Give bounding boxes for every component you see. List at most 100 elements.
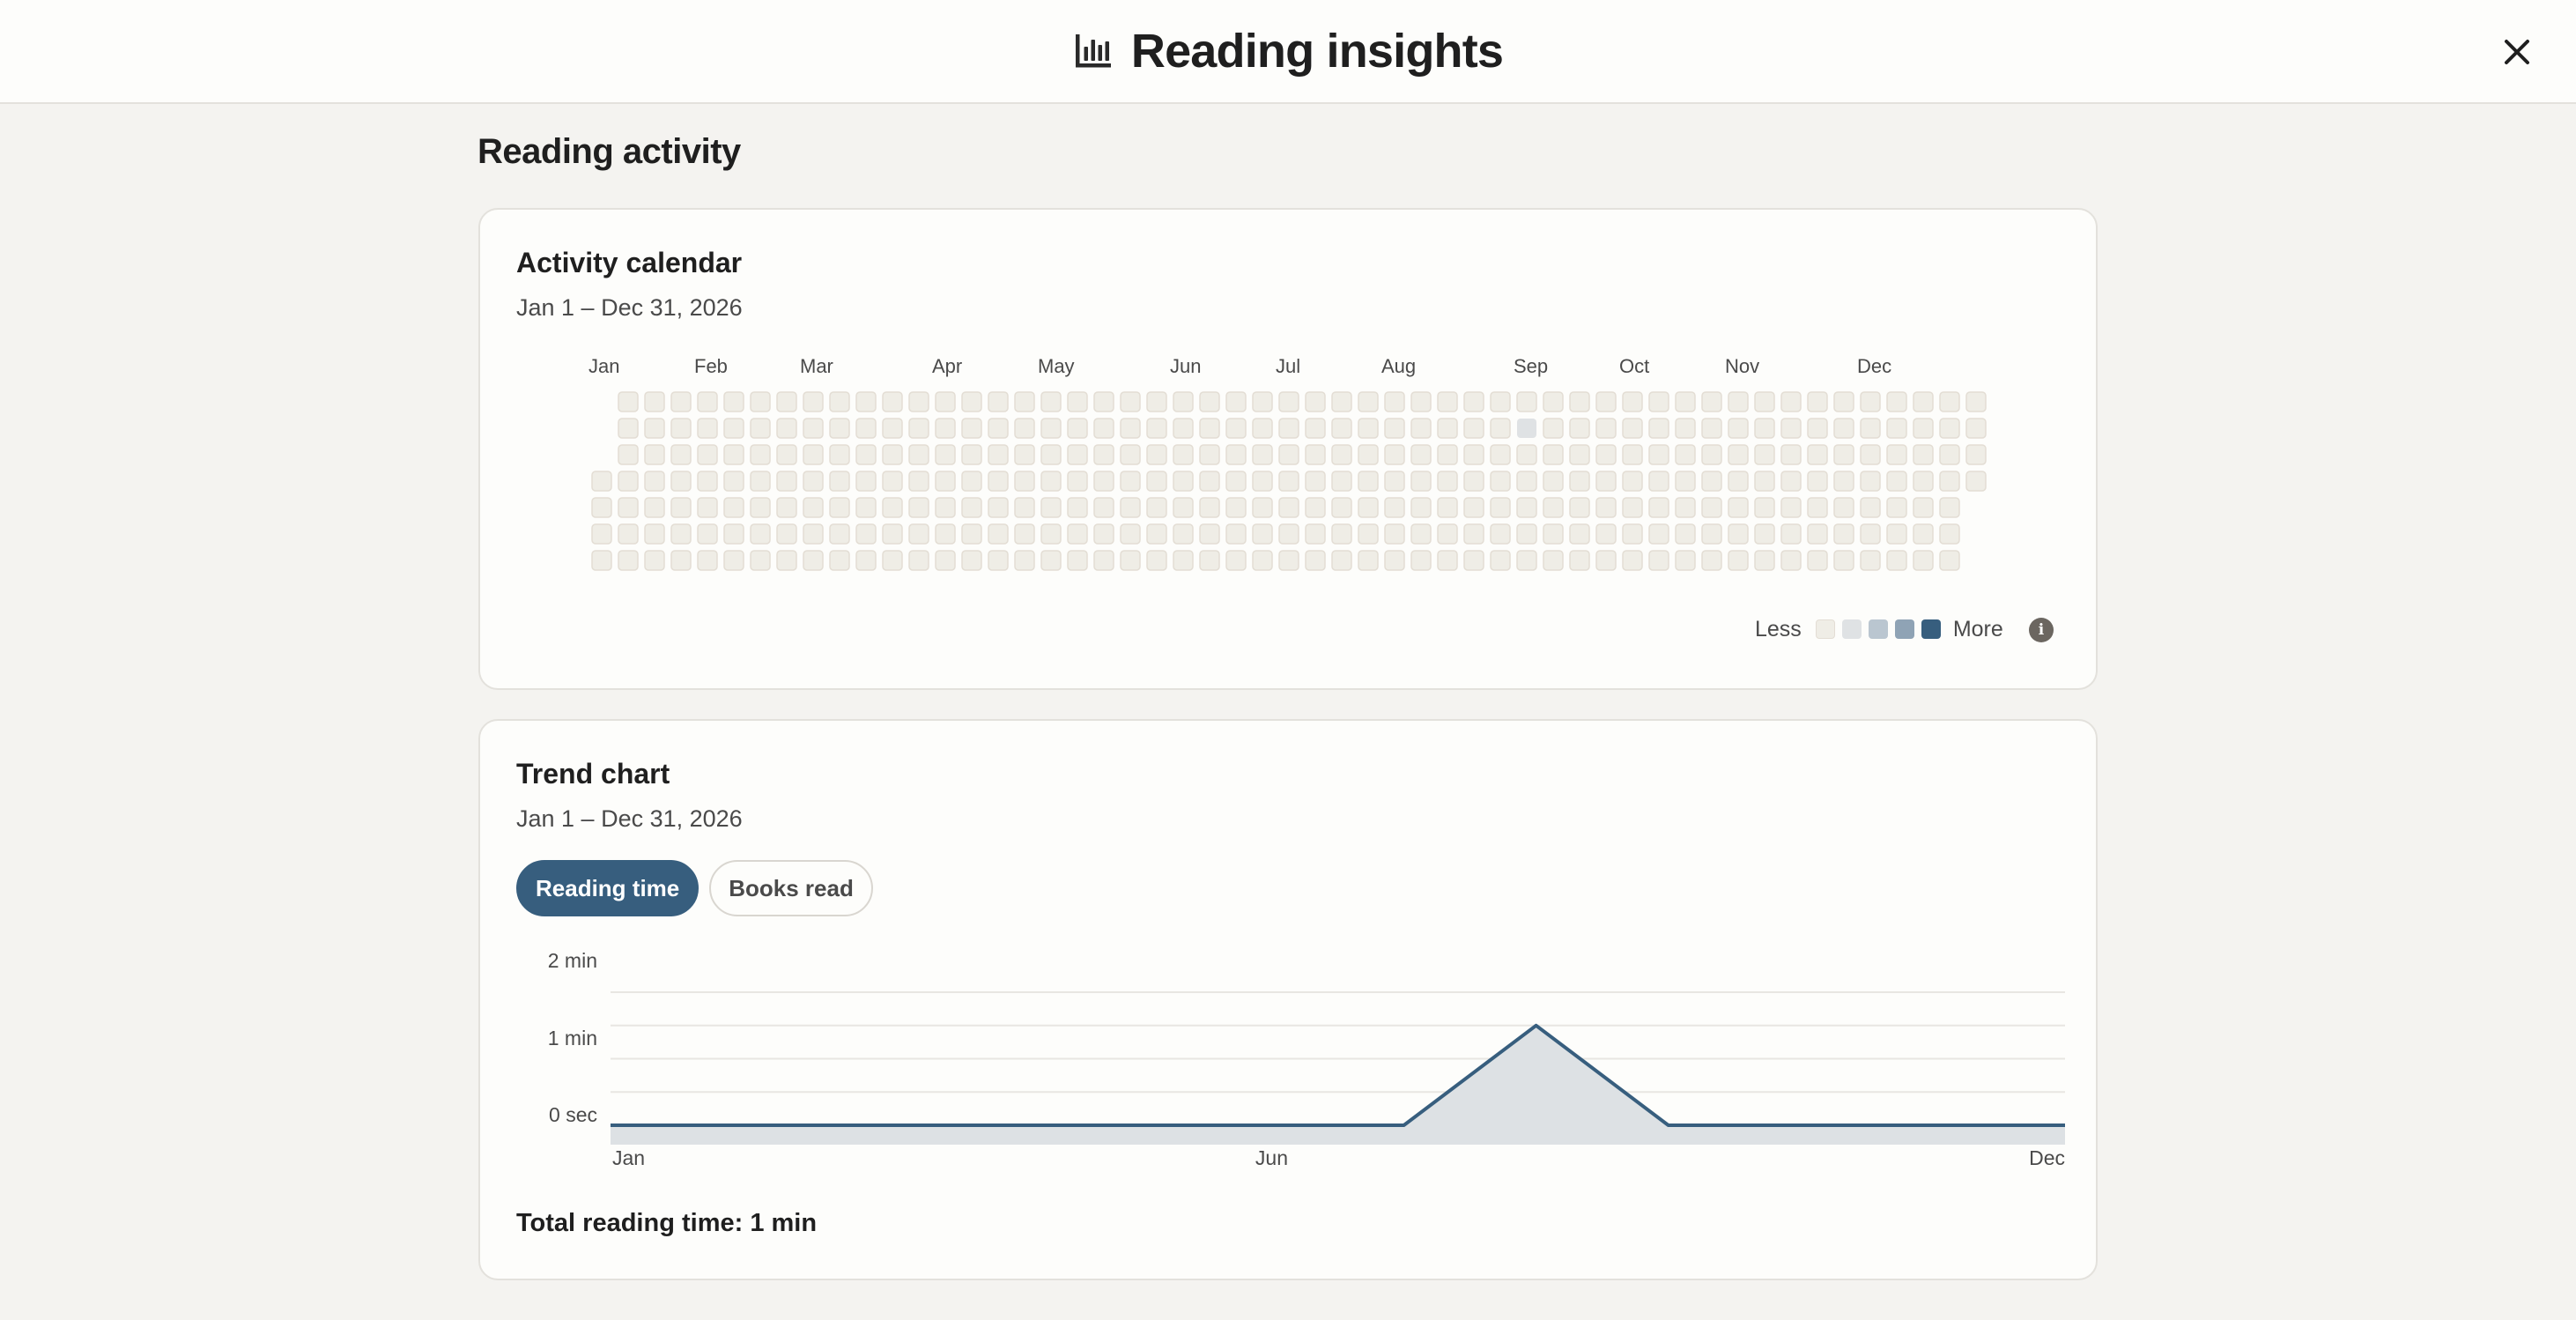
calendar-day-cell[interactable]	[1939, 550, 1960, 571]
calendar-day-cell[interactable]	[1860, 550, 1881, 571]
calendar-day-cell[interactable]	[1225, 550, 1247, 571]
calendar-day-cell[interactable]	[1093, 550, 1114, 571]
calendar-day-cell[interactable]	[670, 523, 692, 545]
calendar-day-cell[interactable]	[1331, 523, 1352, 545]
calendar-day-cell[interactable]	[829, 550, 850, 571]
calendar-day-cell[interactable]	[1648, 523, 1669, 545]
calendar-day-cell[interactable]	[1305, 444, 1326, 465]
calendar-day-cell[interactable]	[1252, 471, 1273, 492]
calendar-day-cell[interactable]	[1040, 391, 1062, 412]
calendar-day-cell[interactable]	[1173, 497, 1194, 518]
calendar-day-cell[interactable]	[697, 497, 718, 518]
calendar-day-cell[interactable]	[803, 550, 824, 571]
calendar-day-cell[interactable]	[1252, 418, 1273, 439]
calendar-day-cell[interactable]	[1516, 444, 1537, 465]
calendar-day-cell[interactable]	[1913, 471, 1934, 492]
calendar-day-cell[interactable]	[961, 471, 982, 492]
calendar-day-cell[interactable]	[1463, 444, 1484, 465]
calendar-day-cell[interactable]	[670, 391, 692, 412]
calendar-day-cell[interactable]	[1701, 471, 1722, 492]
calendar-day-cell[interactable]	[855, 444, 877, 465]
calendar-day-cell[interactable]	[1331, 444, 1352, 465]
calendar-day-cell[interactable]	[644, 418, 665, 439]
calendar-day-cell[interactable]	[1728, 497, 1749, 518]
calendar-day-cell[interactable]	[1146, 523, 1167, 545]
calendar-day-cell[interactable]	[618, 471, 639, 492]
calendar-day-cell[interactable]	[1278, 497, 1299, 518]
calendar-day-cell[interactable]	[723, 550, 744, 571]
calendar-day-cell[interactable]	[935, 497, 956, 518]
calendar-day-cell[interactable]	[1754, 550, 1775, 571]
calendar-day-cell[interactable]	[1807, 497, 1828, 518]
calendar-day-cell[interactable]	[1199, 471, 1220, 492]
calendar-day-cell[interactable]	[1569, 523, 1590, 545]
calendar-day-cell[interactable]	[961, 444, 982, 465]
calendar-day-cell[interactable]	[829, 471, 850, 492]
calendar-day-cell[interactable]	[697, 391, 718, 412]
calendar-day-cell[interactable]	[908, 471, 929, 492]
calendar-day-cell[interactable]	[1833, 497, 1854, 518]
calendar-day-cell[interactable]	[1833, 471, 1854, 492]
calendar-day-cell[interactable]	[750, 497, 771, 518]
calendar-day-cell[interactable]	[1093, 444, 1114, 465]
calendar-day-cell[interactable]	[697, 418, 718, 439]
calendar-day-cell[interactable]	[803, 391, 824, 412]
calendar-day-cell[interactable]	[723, 471, 744, 492]
calendar-day-cell[interactable]	[1675, 391, 1696, 412]
calendar-day-cell[interactable]	[697, 550, 718, 571]
calendar-day-cell[interactable]	[723, 497, 744, 518]
calendar-day-cell[interactable]	[1886, 523, 1907, 545]
calendar-day-cell[interactable]	[1648, 391, 1669, 412]
calendar-day-cell[interactable]	[1173, 523, 1194, 545]
calendar-day-cell[interactable]	[1965, 471, 1987, 492]
tab-reading-time[interactable]: Reading time	[516, 860, 700, 916]
calendar-day-cell[interactable]	[988, 497, 1009, 518]
calendar-day-cell[interactable]	[1833, 418, 1854, 439]
calendar-day-cell[interactable]	[1384, 391, 1405, 412]
calendar-day-cell[interactable]	[1701, 497, 1722, 518]
calendar-day-cell[interactable]	[1860, 418, 1881, 439]
calendar-day-cell[interactable]	[988, 418, 1009, 439]
calendar-day-cell[interactable]	[1648, 497, 1669, 518]
calendar-day-cell[interactable]	[618, 550, 639, 571]
calendar-day-cell[interactable]	[1754, 444, 1775, 465]
calendar-day-cell[interactable]	[1384, 444, 1405, 465]
calendar-day-cell[interactable]	[1860, 471, 1881, 492]
calendar-day-cell[interactable]	[1067, 523, 1088, 545]
calendar-day-cell[interactable]	[1093, 391, 1114, 412]
calendar-day-cell[interactable]	[1780, 471, 1802, 492]
calendar-day-cell[interactable]	[1305, 550, 1326, 571]
calendar-day-cell[interactable]	[1754, 418, 1775, 439]
calendar-day-cell[interactable]	[618, 497, 639, 518]
calendar-day-cell[interactable]	[1252, 444, 1273, 465]
calendar-day-cell[interactable]	[1595, 444, 1617, 465]
calendar-day-cell[interactable]	[723, 523, 744, 545]
calendar-day-cell[interactable]	[1516, 550, 1537, 571]
calendar-day-cell[interactable]	[882, 550, 903, 571]
calendar-day-cell[interactable]	[776, 418, 797, 439]
calendar-day-cell[interactable]	[988, 523, 1009, 545]
calendar-day-cell[interactable]	[1701, 523, 1722, 545]
calendar-day-cell[interactable]	[591, 550, 612, 571]
calendar-day-cell[interactable]	[1305, 497, 1326, 518]
calendar-day-cell[interactable]	[1067, 497, 1088, 518]
calendar-day-cell[interactable]	[1252, 523, 1273, 545]
calendar-day-cell[interactable]	[1252, 497, 1273, 518]
calendar-day-cell[interactable]	[1595, 471, 1617, 492]
calendar-day-cell[interactable]	[1595, 550, 1617, 571]
calendar-day-cell[interactable]	[829, 418, 850, 439]
calendar-day-cell[interactable]	[1886, 444, 1907, 465]
calendar-day-cell[interactable]	[1252, 391, 1273, 412]
calendar-day-cell[interactable]	[1093, 418, 1114, 439]
calendar-day-cell[interactable]	[1807, 418, 1828, 439]
calendar-day-cell[interactable]	[1358, 418, 1379, 439]
calendar-day-cell[interactable]	[1517, 419, 1536, 438]
calendar-day-cell[interactable]	[670, 497, 692, 518]
calendar-day-cell[interactable]	[776, 550, 797, 571]
calendar-day-cell[interactable]	[1886, 550, 1907, 571]
calendar-day-cell[interactable]	[1675, 444, 1696, 465]
calendar-day-cell[interactable]	[855, 550, 877, 571]
calendar-day-cell[interactable]	[1965, 444, 1987, 465]
calendar-day-cell[interactable]	[1199, 497, 1220, 518]
calendar-day-cell[interactable]	[1490, 550, 1511, 571]
